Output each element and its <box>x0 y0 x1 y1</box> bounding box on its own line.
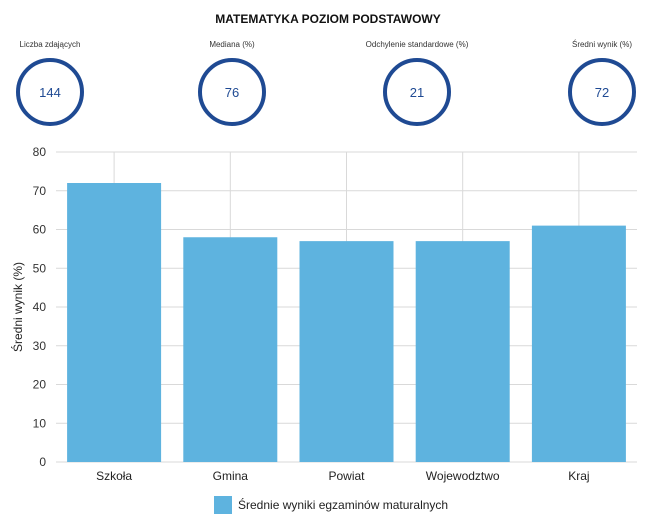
kpi-stddev: Odchylenie standardowe (%) 21 <box>347 40 487 126</box>
kpi-stddev-label: Odchylenie standardowe (%) <box>365 40 469 49</box>
y-tick-label: 50 <box>33 261 47 275</box>
kpi-stddev-ring: 21 <box>383 58 451 126</box>
bar <box>183 237 278 462</box>
y-axis-label: Średni wynik (%) <box>10 262 25 352</box>
kpi-average-value: 72 <box>594 84 610 100</box>
x-tick-label: Gmina <box>213 469 249 483</box>
chart-title: MATEMATYKA POZIOM PODSTAWOWY <box>215 12 441 26</box>
y-tick-label: 0 <box>39 455 46 469</box>
kpi-average-ring: 72 <box>568 58 636 126</box>
kpi-count-value: 144 <box>39 84 61 100</box>
legend-swatch <box>214 496 232 514</box>
y-tick-label: 40 <box>33 300 47 314</box>
kpi-count-ring: 144 <box>16 58 84 126</box>
bar <box>299 241 394 462</box>
kpi-count-label: Liczba zdających <box>19 40 81 49</box>
kpi-median-label: Mediana (%) <box>209 40 255 49</box>
kpi-average: Średni wynik (%) 72 <box>532 40 656 126</box>
kpi-average-label: Średni wynik (%) <box>571 40 632 49</box>
kpi-count: Liczba zdających 144 <box>0 40 120 126</box>
y-tick-label: 30 <box>33 339 47 353</box>
chart-legend[interactable]: Średnie wyniki egzaminów maturalnych <box>214 496 448 514</box>
kpi-median: Mediana (%) 76 <box>162 40 302 126</box>
y-tick-label: 10 <box>33 416 47 430</box>
x-tick-label: Wojewodztwo <box>426 469 500 483</box>
y-tick-label: 20 <box>33 378 47 392</box>
bar <box>531 225 626 462</box>
y-tick-label: 70 <box>33 184 47 198</box>
x-tick-label: Powiat <box>328 469 365 483</box>
kpi-stddev-value: 21 <box>409 84 425 100</box>
legend-label: Średnie wyniki egzaminów maturalnych <box>238 498 449 512</box>
y-tick-label: 80 <box>33 145 47 159</box>
kpi-median-ring: 76 <box>198 58 266 126</box>
bar <box>67 183 162 462</box>
y-tick-label: 60 <box>33 223 47 237</box>
x-tick-label: Kraj <box>568 469 589 483</box>
x-tick-label: Szkoła <box>96 469 132 483</box>
bar <box>415 241 510 462</box>
kpi-median-value: 76 <box>224 84 240 100</box>
